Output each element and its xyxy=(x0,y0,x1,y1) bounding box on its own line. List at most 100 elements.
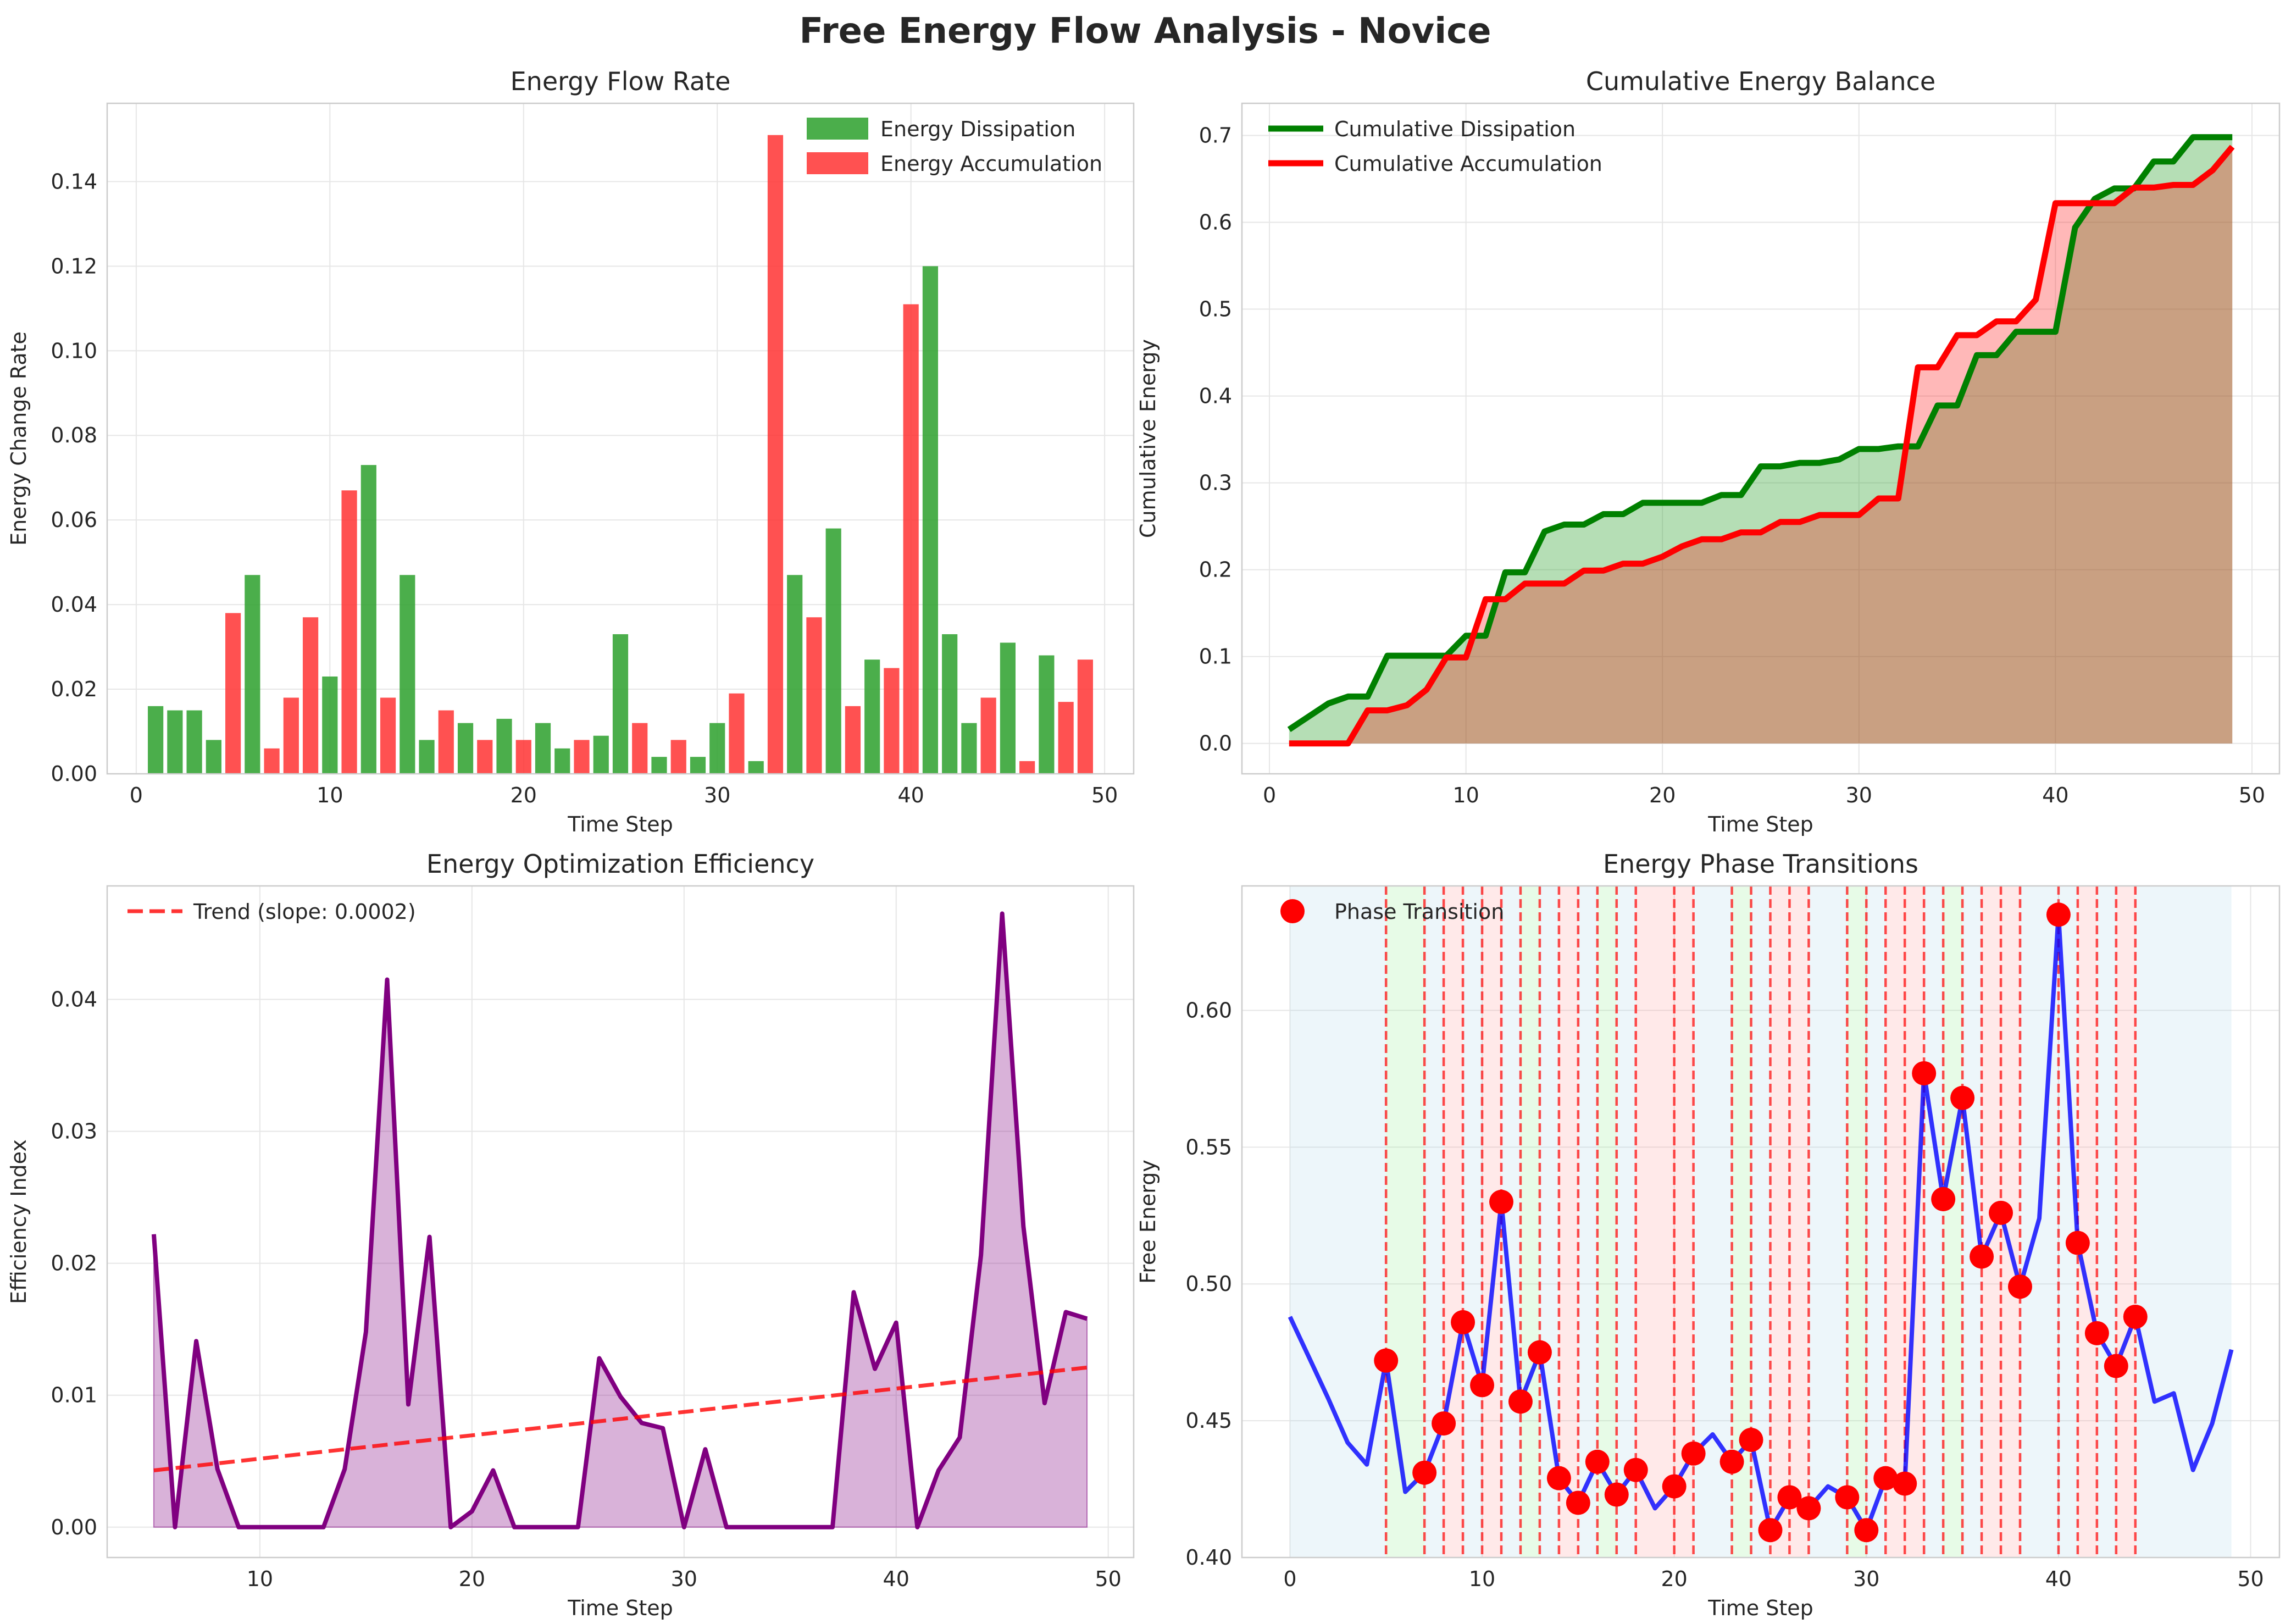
x-tick-label: 50 xyxy=(2239,783,2265,807)
y-tick-label: 0.06 xyxy=(51,508,97,532)
legend-marker xyxy=(1280,899,1305,923)
y-tick-label: 0.6 xyxy=(1199,210,1232,235)
legend: Phase Transition xyxy=(1280,899,1504,924)
x-tick-label: 10 xyxy=(247,1567,273,1591)
bar xyxy=(341,490,357,774)
transition-point xyxy=(1412,1460,1437,1485)
y-tick-label: 0.00 xyxy=(51,1515,97,1539)
cumulative-energy-balance-panel: 0 10 20 30 40 50 0.0 0.1 0.2 0.3 0.4 0.5 0.6 0.7 Cumul… xyxy=(1136,66,2281,836)
x-tick-label: 10 xyxy=(317,783,343,807)
y-tick-label: 0.14 xyxy=(51,169,97,193)
x-tick-label: 10 xyxy=(1452,783,1479,807)
transition-point xyxy=(1604,1482,1629,1507)
x-axis-label: Time Step xyxy=(567,812,673,836)
transition-point xyxy=(1950,1085,1975,1110)
x-tick-label: 30 xyxy=(704,783,730,807)
x-tick-label: 20 xyxy=(459,1567,485,1591)
bar xyxy=(942,634,958,774)
y-axis-label: Free Energy xyxy=(1136,1160,1160,1284)
transition-point xyxy=(1854,1518,1879,1543)
transition-point xyxy=(1566,1490,1590,1515)
y-tick-label: 0.4 xyxy=(1199,384,1232,408)
bar xyxy=(400,575,415,774)
phase-region xyxy=(1578,886,1597,1558)
y-tick-label: 0.02 xyxy=(51,677,97,701)
x-tick-label: 50 xyxy=(1091,783,1118,807)
transition-point xyxy=(1970,1244,1994,1269)
x-tick-label: 50 xyxy=(1095,1567,1122,1591)
transition-point xyxy=(1777,1485,1802,1510)
bar xyxy=(515,740,531,774)
legend-label: Phase Transition xyxy=(1334,900,1504,924)
bar xyxy=(593,735,609,774)
y-tick-label: 0.08 xyxy=(51,423,97,447)
transition-point xyxy=(2065,1231,2090,1255)
y-tick-label: 0.04 xyxy=(51,987,97,1011)
legend-swatch xyxy=(807,118,868,140)
bar xyxy=(612,634,629,774)
axes-frame xyxy=(1241,102,2281,775)
bar xyxy=(651,757,667,774)
y-axis-label: Energy Change Rate xyxy=(7,331,31,546)
legend-label: Trend (slope: 0.0002) xyxy=(193,900,416,924)
bar xyxy=(1058,702,1074,774)
x-tick-label: 30 xyxy=(1846,783,1872,807)
phase-region xyxy=(1943,886,1963,1558)
trend-line xyxy=(153,1365,1088,1472)
transition-point xyxy=(1585,1449,1610,1474)
bar xyxy=(167,710,183,774)
legend: Trend (slope: 0.0002) xyxy=(127,900,416,924)
bar xyxy=(961,723,977,774)
bar xyxy=(1000,642,1016,774)
plot-area xyxy=(1287,134,2235,747)
transition-point xyxy=(1451,1310,1475,1334)
axes-frame xyxy=(1241,885,2281,1559)
axes-frame xyxy=(106,102,1135,775)
energy-flow-rate-panel: 0 10 20 30 40 50 0.00 0.02 0.04 0.06 0.08 0.10 0.12 0… xyxy=(7,66,1135,836)
y-tick-label: 0.04 xyxy=(51,592,97,617)
phase-region xyxy=(1866,886,1886,1558)
bar xyxy=(864,659,880,774)
y-tick-label: 0.10 xyxy=(51,339,97,363)
y-tick-label: 0.50 xyxy=(1185,1272,1232,1296)
phase-region xyxy=(1597,886,1617,1558)
bar xyxy=(419,740,435,774)
phase-region xyxy=(1924,886,1944,1558)
x-axis-label: Time Step xyxy=(1707,812,1813,836)
phase-region xyxy=(1463,886,1483,1558)
bar xyxy=(535,723,551,774)
transition-point xyxy=(1527,1340,1552,1365)
phase-region xyxy=(2116,886,2135,1558)
legend-label: Energy Dissipation xyxy=(880,117,1075,141)
transition-point xyxy=(2008,1274,2032,1299)
transition-point xyxy=(2123,1304,2148,1329)
x-tick-label: 40 xyxy=(883,1567,909,1591)
accumulation-area xyxy=(1289,147,2233,744)
panel-title: Energy Phase Transitions xyxy=(1603,849,1918,879)
bar xyxy=(845,706,861,774)
bar xyxy=(302,617,319,774)
transition-point xyxy=(1374,1348,1399,1373)
transition-point xyxy=(1893,1471,1917,1496)
transition-point xyxy=(1662,1474,1687,1499)
transition-point xyxy=(1489,1189,1513,1214)
y-tick-label: 0.40 xyxy=(1185,1545,1232,1570)
free-energy-line xyxy=(1288,912,2234,1533)
bar xyxy=(748,761,764,774)
phase-region xyxy=(1290,886,1386,1558)
x-tick-label: 40 xyxy=(897,783,924,807)
y-tick-label: 0.3 xyxy=(1199,471,1232,495)
x-tick-label: 20 xyxy=(511,783,537,807)
efficiency-line xyxy=(151,911,1088,1529)
bar xyxy=(457,723,474,774)
axes-frame xyxy=(106,885,1135,1559)
bar xyxy=(322,676,338,774)
bar xyxy=(574,740,590,774)
y-tick-label: 0.12 xyxy=(51,254,97,278)
phase-region xyxy=(1770,886,1790,1558)
x-tick-label: 0 xyxy=(1263,783,1276,807)
legend-label: Cumulative Dissipation xyxy=(1334,117,1576,141)
legend-label: Cumulative Accumulation xyxy=(1334,152,1602,176)
x-tick-label: 10 xyxy=(1469,1567,1495,1591)
